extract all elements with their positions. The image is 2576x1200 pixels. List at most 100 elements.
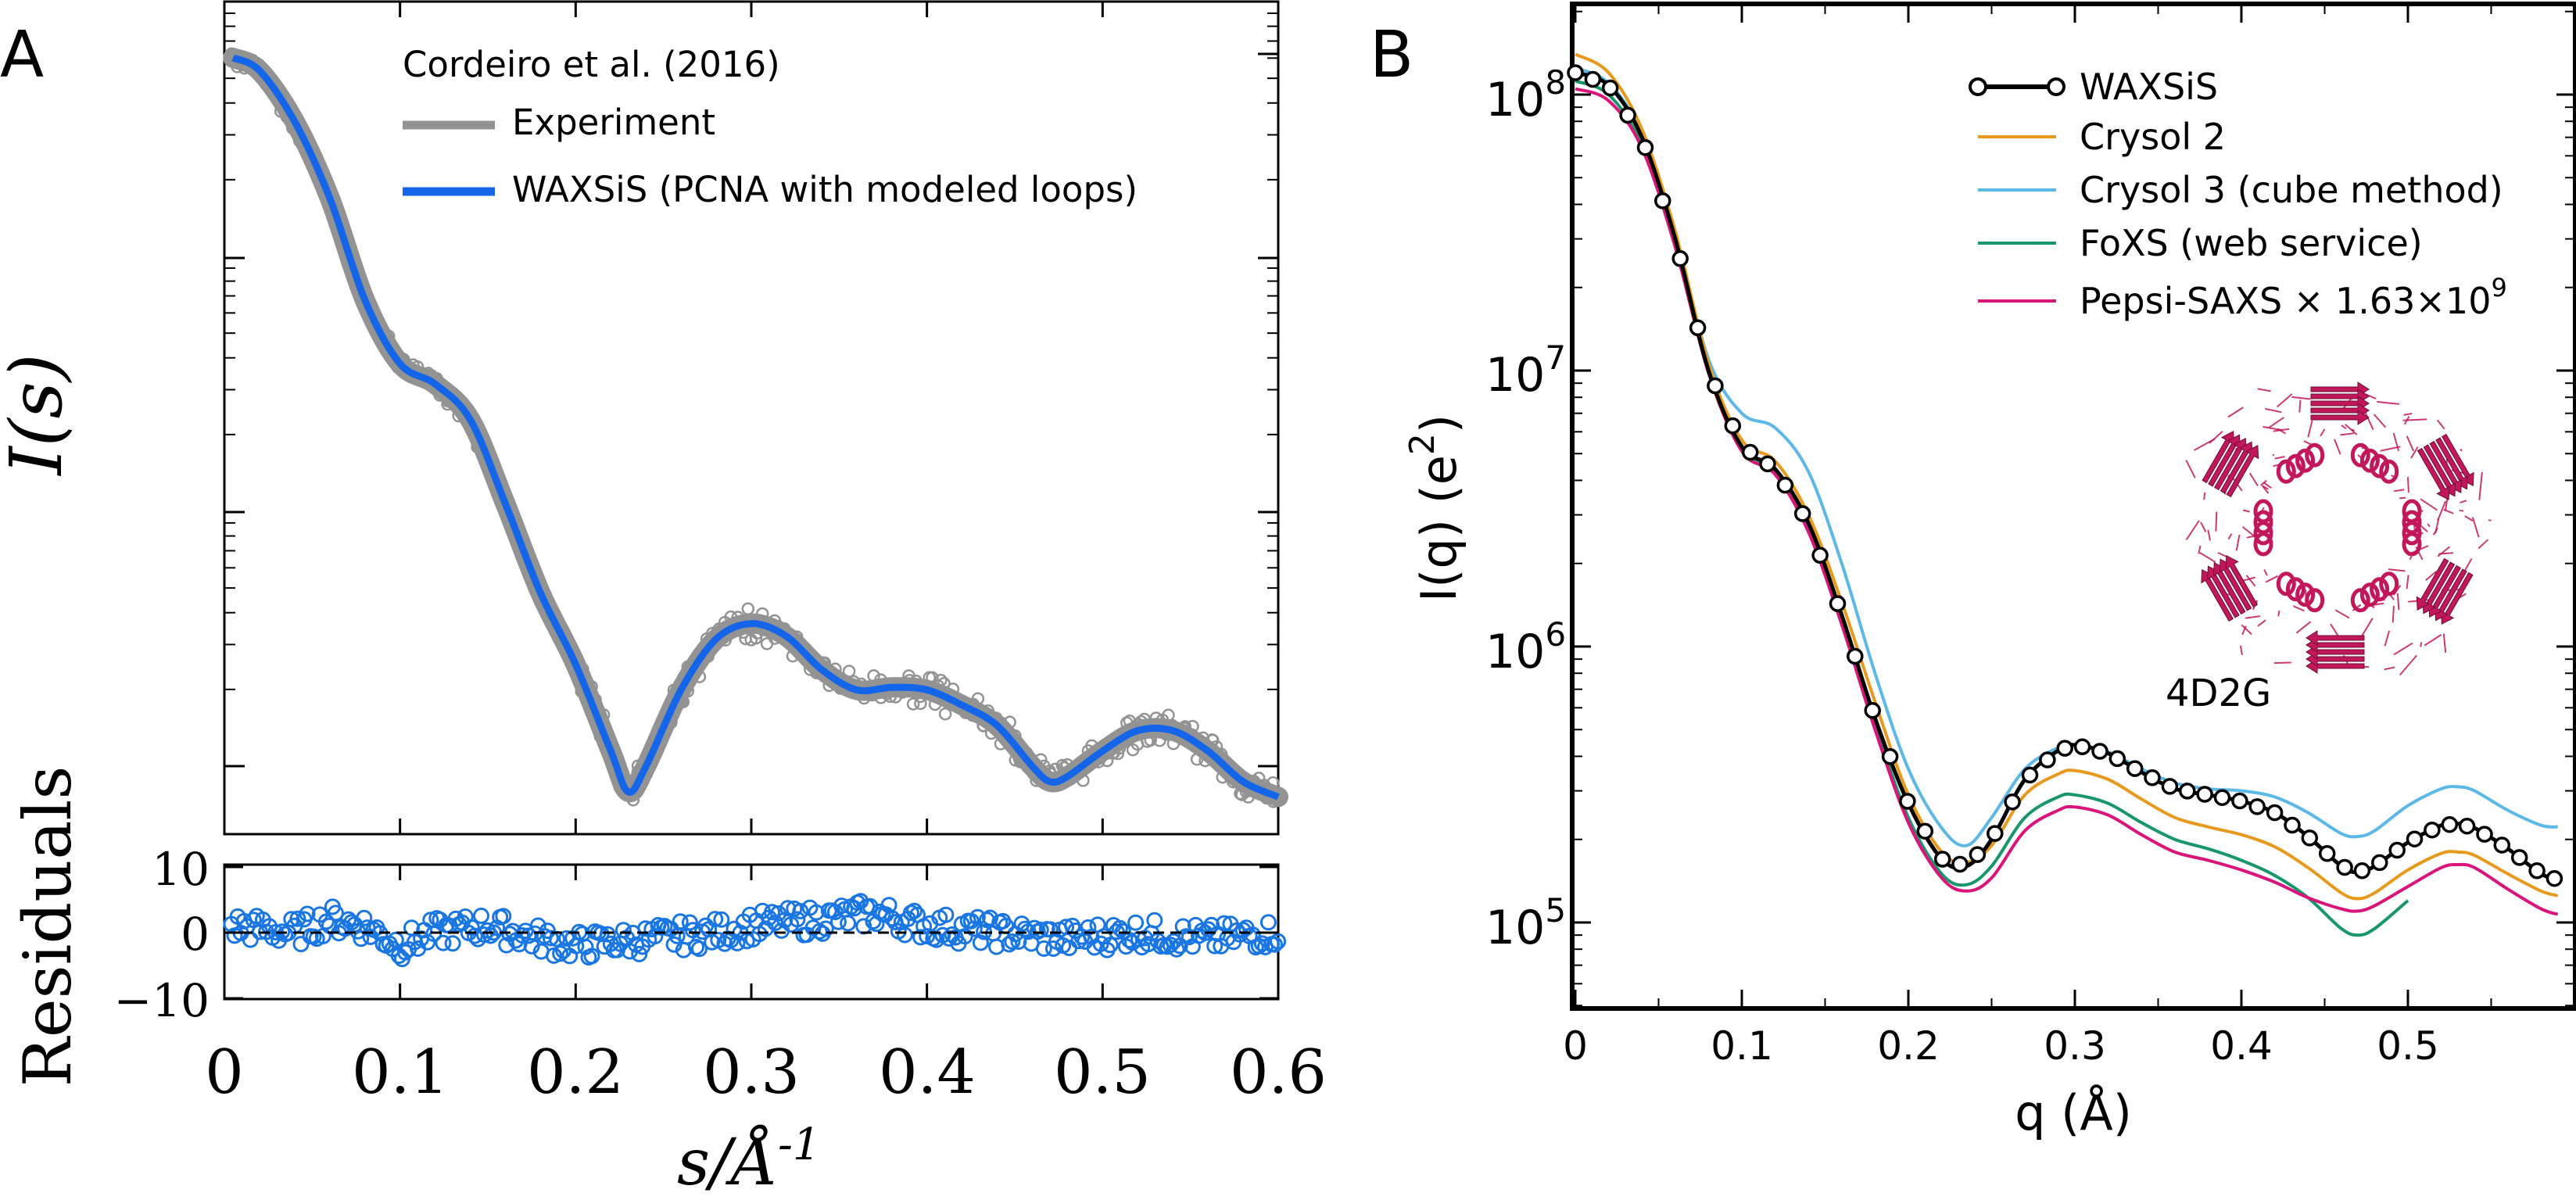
protein-coil [2424, 634, 2442, 647]
panel-a-xlabel-sup: -1 [778, 1119, 821, 1170]
residual-tick-label-10: 10 [152, 843, 210, 896]
residual-point [672, 913, 689, 930]
waxsis-b-marker [2528, 862, 2546, 879]
b-ytick-1e6-exp: 6 [1545, 615, 1566, 654]
protein-coil [2185, 520, 2200, 541]
waxsis-b-marker [1776, 476, 1794, 494]
panel-a-residuals-plot [223, 893, 1287, 968]
protein-coil [2432, 527, 2438, 536]
protein-coil [2330, 623, 2340, 638]
experiment-point [251, 63, 265, 77]
experiment-point [1216, 770, 1230, 784]
a-xtick-label-1: 0.1 [352, 1037, 449, 1108]
protein-helix-turn [2370, 577, 2390, 602]
waxsis-b-marker [1987, 825, 2004, 842]
panel-a-residuals-label: Residuals [9, 766, 86, 1087]
protein-coil [2263, 569, 2268, 576]
experiment-point [938, 707, 952, 721]
residual-point [1080, 919, 1097, 936]
waxsis-b-marker [2056, 740, 2073, 757]
waxsis-b-marker [2091, 743, 2108, 760]
residual-point [542, 930, 559, 947]
waxsis-b-marker [1671, 250, 1689, 267]
protein-coil [2427, 523, 2431, 528]
residual-point [681, 914, 698, 931]
protein-coil [2320, 428, 2326, 437]
residual-point [1032, 922, 1049, 938]
residual-tick-label-minus10: −10 [114, 974, 210, 1027]
panel-a-xlabel-main: s/Å [677, 1124, 778, 1200]
protein-helix-turn [2402, 532, 2422, 557]
experiment-point [749, 632, 763, 645]
waxsis-b-marker [2266, 804, 2284, 822]
residual-point [713, 911, 730, 928]
protein-coil [2403, 416, 2410, 425]
experiment-point [741, 602, 755, 616]
waxsis-b-marker [2493, 836, 2511, 854]
protein-coil [2341, 424, 2347, 430]
b-ytick-1e5-base: 10 [1485, 901, 1545, 955]
residual-point [495, 908, 512, 925]
residual-point [972, 934, 989, 951]
protein-coil [2406, 575, 2409, 589]
panel-b-label: B [1370, 18, 1413, 92]
experiment-point [755, 607, 769, 621]
waxsis-b-marker [2196, 786, 2213, 803]
residual-point [840, 915, 857, 932]
protein-helix-turn [2285, 577, 2306, 602]
legend-b-waxsis-label: WAXSiS [2080, 66, 2218, 108]
b-xtick-label-5: 0.5 [2377, 1023, 2439, 1069]
b-ytick-label-1e8: 108 [1485, 63, 1566, 127]
protein-strand [2310, 410, 2370, 425]
protein-coil [2471, 517, 2480, 538]
waxsis-b-marker [2021, 766, 2039, 784]
protein-coil [2203, 492, 2206, 500]
protein-coil [2393, 642, 2413, 656]
residual-point [1253, 935, 1270, 952]
waxsis-b-marker [1899, 793, 1916, 810]
panel-a-main-plot [223, 47, 1288, 808]
protein-coil [2291, 396, 2311, 400]
waxsis-b-marker [2476, 826, 2493, 843]
protein-coil [2263, 426, 2282, 432]
protein-coil [2384, 666, 2395, 671]
experiment-point [906, 697, 920, 711]
experiment-point [1198, 754, 1212, 768]
residual-point [444, 935, 461, 952]
protein-coil [2391, 606, 2395, 623]
panel-a-main-ticks [223, 2, 1280, 834]
panel-a-ylabel: I(s) [0, 353, 78, 476]
protein-coil [2443, 508, 2454, 514]
waxsis-b-marker [2179, 783, 2196, 800]
protein-coil [2420, 642, 2423, 647]
protein-helix-turn [2276, 571, 2296, 596]
protein-coil [2235, 534, 2241, 551]
b-ytick-label-1e6: 106 [1485, 615, 1566, 679]
protein-coil [2261, 485, 2269, 490]
waxsis-b-marker [1584, 70, 1602, 88]
protein-coil [2392, 432, 2400, 452]
residual-point [1035, 940, 1052, 957]
experiment-point [937, 676, 951, 690]
protein-coil [2409, 556, 2413, 561]
waxsis-b-marker [1724, 417, 1742, 435]
protein-coil [2396, 593, 2400, 611]
experiment-point [946, 682, 960, 696]
waxsis-b-marker [1759, 455, 1776, 473]
residual-point [1168, 940, 1185, 958]
protein-strand [2416, 557, 2449, 611]
protein-strand [2417, 447, 2450, 500]
residual-point [969, 908, 986, 926]
residual-point [966, 920, 983, 937]
experiment-point [1166, 737, 1181, 750]
b-ytick-label-1e5: 105 [1485, 891, 1566, 955]
experiment-point [867, 669, 880, 682]
panel-a-label: A [0, 18, 44, 92]
protein-coil [2272, 453, 2275, 457]
protein-coil [2200, 521, 2207, 533]
protein-helix-turn [2370, 453, 2390, 478]
protein-coil [2248, 472, 2259, 487]
protein-coil [2360, 618, 2374, 637]
residual-point [912, 929, 930, 946]
panel-b-xlabel: q (Å) [2015, 1084, 2132, 1141]
